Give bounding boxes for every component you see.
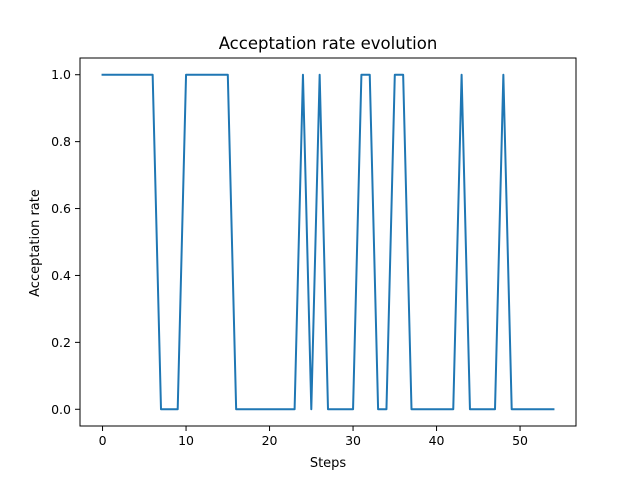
x-tick-label: 30 [345, 433, 361, 448]
series-line-0 [101, 73, 555, 411]
x-tick-label: 50 [512, 433, 528, 448]
chart-title: Acceptation rate evolution [219, 34, 438, 53]
x-tick-label: 20 [262, 433, 278, 448]
x-tick-label: 0 [99, 433, 107, 448]
x-tick-label: 40 [429, 433, 445, 448]
y-tick-label: 0.6 [51, 201, 71, 216]
y-tick-label: 0.0 [51, 402, 71, 417]
y-axis-label: Acceptation rate [28, 189, 43, 297]
y-tick-label: 0.4 [51, 268, 71, 283]
y-tick-label: 0.8 [51, 134, 71, 149]
y-tick-label: 0.2 [51, 335, 71, 350]
x-tick-label: 10 [178, 433, 194, 448]
axes-frame [79, 57, 577, 427]
plot-area: 0 10 20 30 40 50 0.0 0.2 0.4 0.6 0.8 1.0 [51, 57, 577, 448]
y-tick-label: 1.0 [51, 67, 71, 82]
x-axis-label: Steps [310, 456, 347, 471]
